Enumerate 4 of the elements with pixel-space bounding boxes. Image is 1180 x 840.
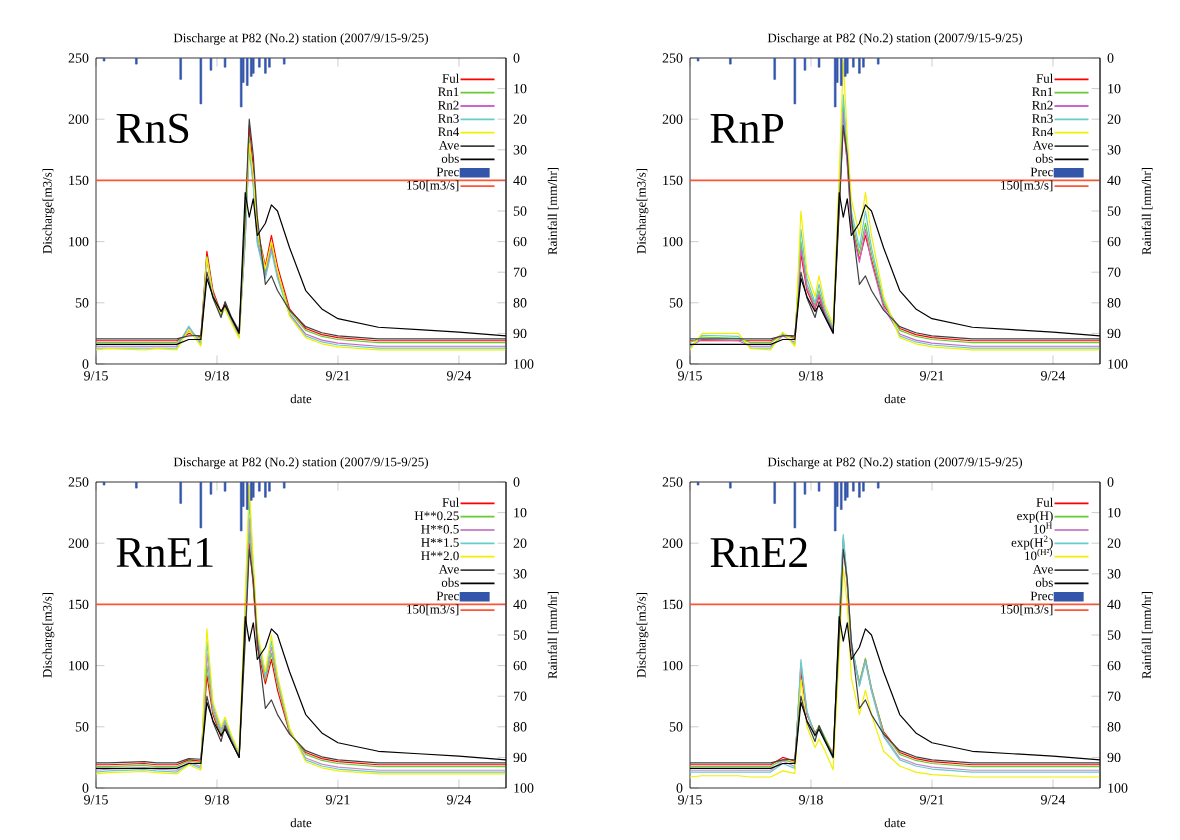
annotation: RnP	[710, 114, 784, 143]
annotation: RnS	[116, 113, 189, 144]
annotation: RnE2	[710, 537, 807, 567]
annotation: RnE1	[116, 537, 213, 567]
